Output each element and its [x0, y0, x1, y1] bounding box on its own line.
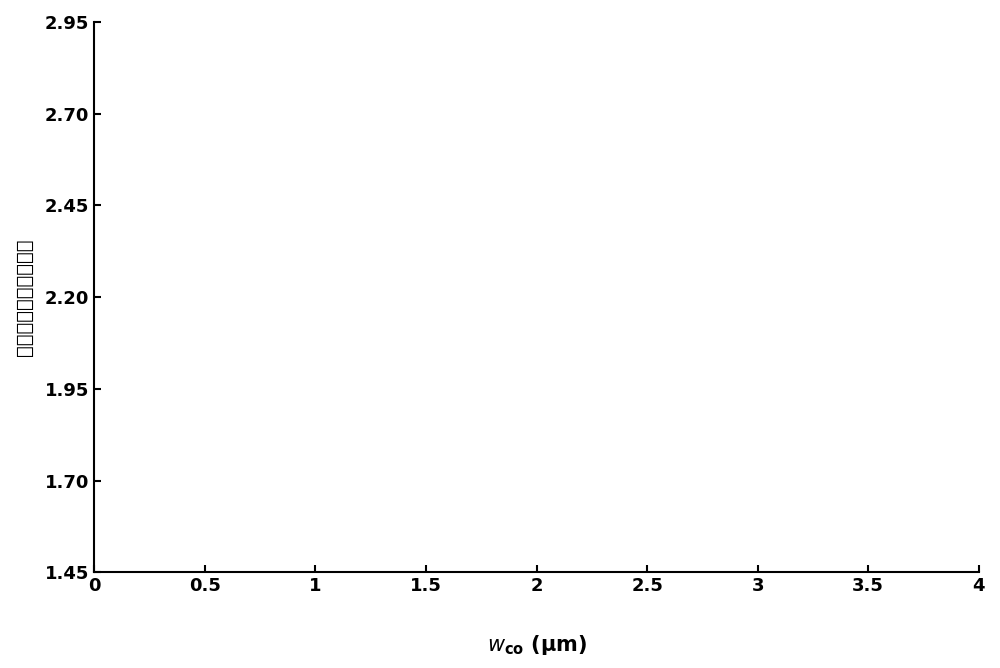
- Y-axis label: 各阶模式的有效折射率: 各阶模式的有效折射率: [15, 238, 34, 356]
- Text: $w_{\mathregular{co}}$ (μm): $w_{\mathregular{co}}$ (μm): [487, 633, 587, 657]
